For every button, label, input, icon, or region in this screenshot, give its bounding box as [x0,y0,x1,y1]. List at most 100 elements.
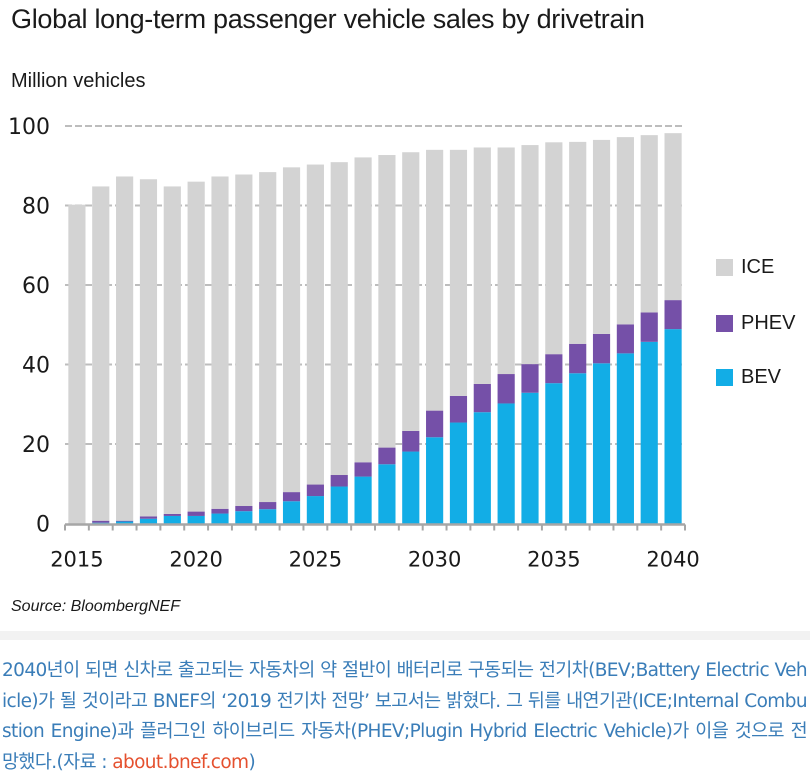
bar-bev-2020 [187,515,205,524]
bar-phev-2020 [187,511,205,516]
bar-phev-2017 [116,520,134,522]
bar-phev-2035 [545,354,563,384]
bar-bev-2033 [497,403,515,524]
bar-ice-2031 [449,149,468,396]
gridlines [65,125,685,445]
bar-ice-2023 [259,172,277,503]
bar-phev-2030 [426,410,444,438]
bar-phev-2022 [235,506,253,512]
x-tick-label: 2020 [169,548,222,572]
bar-bev-2021 [211,513,229,524]
legend-label-ice: ICE [741,256,775,278]
bar-bev-2026 [330,486,348,524]
bar-bev-2022 [235,511,253,524]
legend-label-bev: BEV [741,366,782,388]
bar-bev-2030 [426,437,444,524]
bar-bev-2016 [92,522,110,524]
bar-ice-2027 [354,157,372,463]
y-axis-label: Million vehicles [11,70,146,92]
bar-ice-2015 [68,204,86,524]
bar-phev-2031 [449,395,468,423]
bar-ice-2034 [521,145,539,365]
bar-phev-2040 [664,300,682,330]
bar-ice-2028 [378,155,396,448]
y-tick-label: 80 [22,195,50,220]
bar-ice-2030 [426,149,444,411]
bar-bev-2037 [592,363,611,524]
y-tick-label: 100 [8,115,50,140]
bar-ice-2040 [664,133,682,301]
bar-phev-2025 [306,484,324,497]
bar-ice-2020 [187,181,205,512]
legend-swatch-ice [716,259,733,276]
x-tick-label: 2035 [527,548,580,572]
bars [68,133,682,524]
bar-phev-2018 [139,516,158,519]
x-tick-label: 2030 [408,548,461,572]
source-link[interactable]: about.bnef.com [112,751,249,773]
bar-bev-2025 [306,496,324,524]
y-tick-label: 60 [22,274,50,299]
bar-bev-2023 [259,509,277,524]
bar-phev-2024 [282,492,301,502]
bar-phev-2026 [330,475,348,487]
bar-phev-2036 [569,343,587,374]
bar-phev-2032 [473,383,491,413]
legend-label-phev: PHEV [741,312,796,334]
bar-phev-2037 [592,333,611,364]
bar-ice-2036 [569,141,587,344]
y-tick-labels: 0 20 40 60 80 100 [8,115,50,538]
bar-ice-2038 [616,137,634,325]
bar-phev-2019 [163,513,181,516]
bar-ice-2019 [163,186,181,514]
bar-ice-2024 [282,167,301,493]
bar-ice-2017 [116,176,134,521]
y-tick-label: 0 [36,513,50,538]
caption-closing: ) [248,751,256,773]
x-tick-labels: 2015 2020 2025 2030 2035 2040 [50,548,700,572]
x-tick-label: 2040 [646,548,699,572]
y-tick-label: 20 [22,433,50,458]
bar-bev-2028 [378,464,396,524]
bar-phev-2027 [354,462,372,477]
bar-ice-2029 [402,152,420,431]
bar-ice-2016 [92,186,110,521]
bar-phev-2033 [497,374,515,404]
bar-bev-2017 [116,521,134,524]
bar-bev-2029 [402,451,420,524]
bar-ice-2018 [139,179,158,517]
bar-ice-2032 [473,147,491,384]
bar-bev-2024 [282,501,301,524]
bar-bev-2019 [163,515,181,524]
bar-phev-2034 [521,364,539,393]
bar-ice-2037 [592,139,611,334]
legend-swatch-phev [716,315,733,332]
caption-text: 2040년이 되면 신차로 출고되는 자동차의 약 절반이 배터리로 구동되는 … [2,660,808,773]
bar-bev-2038 [616,353,634,524]
bar-phev-2038 [616,324,634,354]
bar-bev-2027 [354,476,372,524]
bar-phev-2029 [402,430,420,452]
bar-ice-2039 [640,135,658,313]
bar-bev-2040 [664,329,682,524]
chart-title: Global long-term passenger vehicle sales… [11,4,645,34]
x-tick-label: 2015 [50,548,103,572]
x-axis [64,523,686,531]
bar-bev-2032 [473,412,491,524]
bar-bev-2018 [139,518,158,524]
bar-phev-2028 [378,447,396,465]
bar-ice-2022 [235,174,253,507]
article-caption: 2040년이 되면 신차로 출고되는 자동차의 약 절반이 배터리로 구동되는 … [2,656,808,778]
y-tick-label: 40 [22,354,50,379]
section-divider [0,631,810,640]
bar-bev-2031 [449,422,468,524]
bar-phev-2039 [640,312,658,342]
bar-bev-2039 [640,341,658,524]
bar-phev-2023 [259,502,277,510]
bar-phev-2021 [211,508,229,514]
bar-bev-2036 [569,373,587,524]
legend-item-bev: BEV [716,366,781,389]
legend-swatch-bev [716,369,733,386]
legend-item-ice: ICE [716,256,774,279]
